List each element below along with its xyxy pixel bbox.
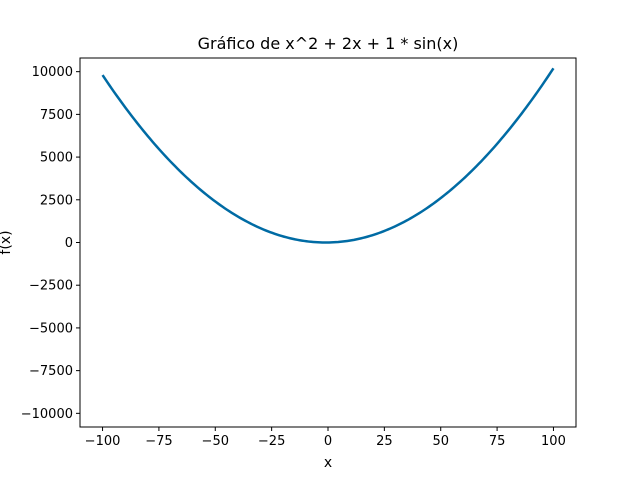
x-tick-label: 50: [432, 434, 449, 449]
x-axis-label: x: [324, 455, 332, 471]
y-axis-label: f(x): [0, 230, 14, 254]
y-tick-label: 5000: [40, 151, 73, 166]
y-tick-label: 0: [65, 236, 73, 251]
x-tick-label: 0: [324, 434, 332, 449]
y-tick-label: 2500: [40, 193, 73, 208]
axes: −100 −75 −50 −25 0 25 50 75 100 −10000 −7500 −5000 −…: [21, 57, 577, 449]
x-tick-label: −50: [202, 434, 229, 449]
y-tick-label: −2500: [29, 279, 73, 294]
y-tick-label: 10000: [32, 65, 73, 80]
y-tick-label: −7500: [29, 364, 73, 379]
y-tick-label: −10000: [21, 407, 73, 422]
x-tick-label: −100: [85, 434, 121, 449]
y-tick-label: 7500: [40, 108, 73, 123]
x-tick-label: −25: [258, 434, 285, 449]
x-tick-label: 75: [489, 434, 506, 449]
y-tick-label: −5000: [29, 321, 73, 336]
x-tick-label: 100: [541, 434, 566, 449]
plot-area: [101, 67, 555, 244]
x-tick-label: −75: [145, 434, 172, 449]
x-tick-label: 25: [376, 434, 393, 449]
series-line-0: [101, 67, 555, 244]
chart-title: Gráfico de x^2 + 2x + 1 * sin(x): [198, 34, 459, 53]
